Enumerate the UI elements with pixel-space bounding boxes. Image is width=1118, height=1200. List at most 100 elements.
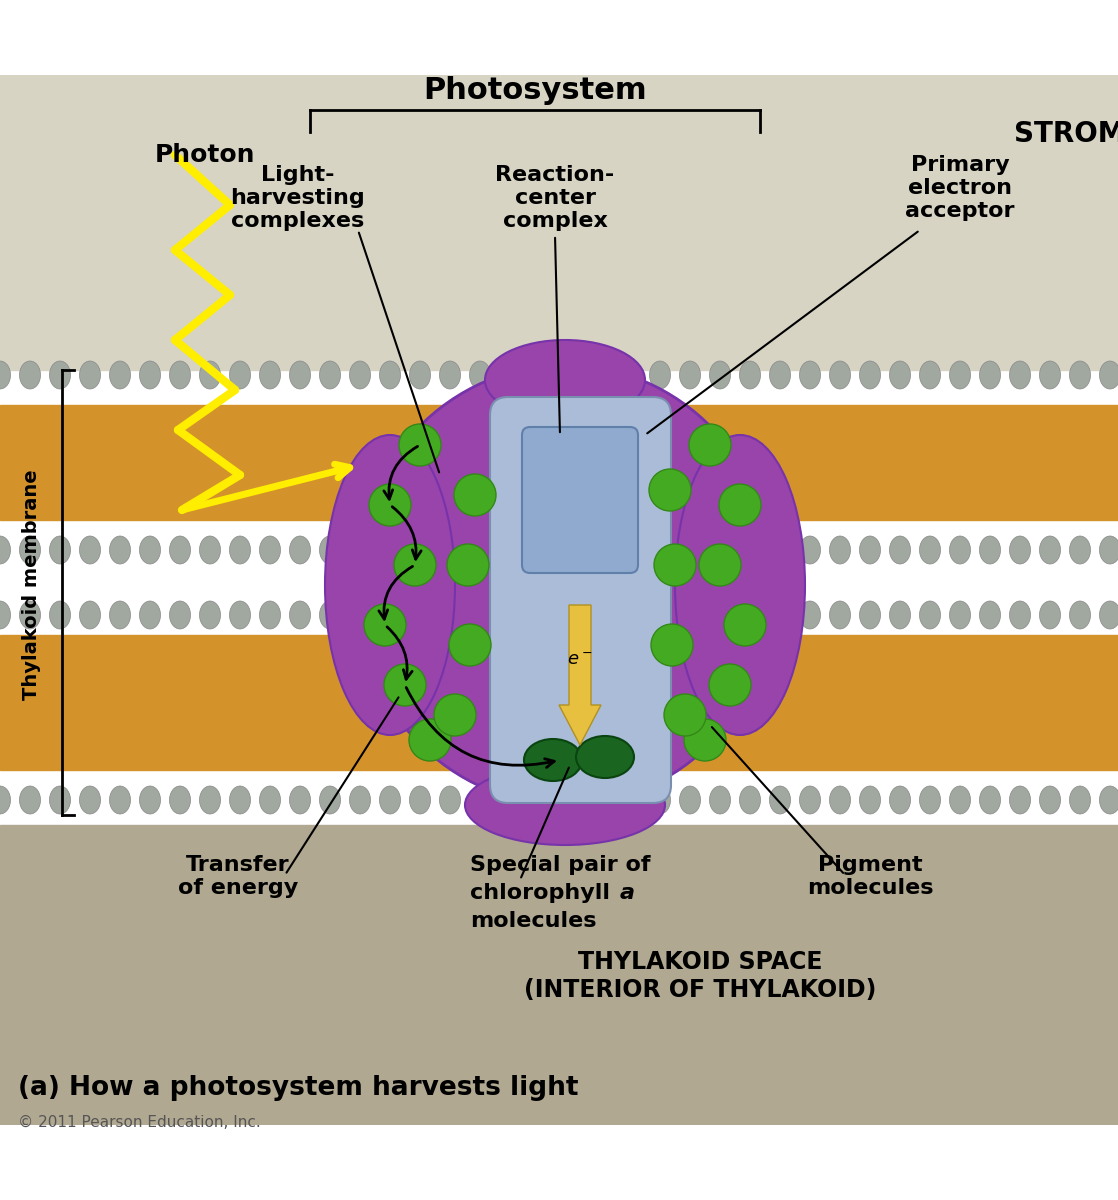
- Ellipse shape: [799, 361, 821, 389]
- Ellipse shape: [170, 786, 190, 814]
- Ellipse shape: [350, 601, 370, 629]
- Ellipse shape: [1070, 361, 1090, 389]
- Ellipse shape: [1040, 361, 1061, 389]
- Circle shape: [399, 424, 440, 466]
- Ellipse shape: [890, 786, 910, 814]
- Circle shape: [394, 544, 436, 586]
- Ellipse shape: [589, 361, 610, 389]
- Ellipse shape: [890, 601, 910, 629]
- Text: Primary
electron
acceptor: Primary electron acceptor: [906, 155, 1015, 221]
- Ellipse shape: [290, 536, 311, 564]
- Ellipse shape: [0, 786, 10, 814]
- Circle shape: [699, 544, 741, 586]
- Ellipse shape: [470, 786, 491, 814]
- Ellipse shape: [19, 536, 40, 564]
- Ellipse shape: [1070, 786, 1090, 814]
- Ellipse shape: [559, 536, 580, 564]
- Text: THYLAKOID SPACE
(INTERIOR OF THYLAKOID): THYLAKOID SPACE (INTERIOR OF THYLAKOID): [524, 950, 877, 1002]
- Ellipse shape: [830, 601, 851, 629]
- Ellipse shape: [140, 361, 161, 389]
- Ellipse shape: [860, 786, 881, 814]
- Ellipse shape: [830, 786, 851, 814]
- Ellipse shape: [49, 361, 70, 389]
- Text: Pigment
molecules: Pigment molecules: [807, 854, 934, 898]
- Ellipse shape: [110, 601, 131, 629]
- Circle shape: [447, 544, 489, 586]
- Ellipse shape: [379, 361, 400, 389]
- Ellipse shape: [259, 601, 281, 629]
- Ellipse shape: [1040, 786, 1061, 814]
- Ellipse shape: [769, 786, 790, 814]
- Ellipse shape: [739, 361, 760, 389]
- Circle shape: [449, 624, 491, 666]
- Text: a: a: [620, 883, 635, 902]
- Ellipse shape: [530, 786, 550, 814]
- Ellipse shape: [110, 536, 131, 564]
- FancyArrow shape: [559, 605, 601, 745]
- Ellipse shape: [199, 601, 220, 629]
- Ellipse shape: [559, 786, 580, 814]
- Ellipse shape: [356, 365, 775, 805]
- Text: Light-
harvesting
complexes: Light- harvesting complexes: [230, 164, 366, 232]
- Ellipse shape: [500, 601, 521, 629]
- Ellipse shape: [439, 536, 461, 564]
- Ellipse shape: [0, 601, 10, 629]
- Ellipse shape: [229, 536, 250, 564]
- Ellipse shape: [650, 786, 671, 814]
- Ellipse shape: [799, 601, 821, 629]
- Ellipse shape: [890, 361, 910, 389]
- Ellipse shape: [320, 786, 341, 814]
- Text: Photosystem: Photosystem: [424, 76, 647, 104]
- Ellipse shape: [919, 601, 940, 629]
- Ellipse shape: [379, 601, 400, 629]
- Ellipse shape: [290, 361, 311, 389]
- Circle shape: [454, 474, 496, 516]
- Circle shape: [689, 424, 731, 466]
- Bar: [0, 74, 1118, 370]
- Ellipse shape: [409, 536, 430, 564]
- Text: chlorophyll: chlorophyll: [470, 883, 618, 902]
- Ellipse shape: [140, 786, 161, 814]
- Ellipse shape: [979, 536, 1001, 564]
- Ellipse shape: [739, 536, 760, 564]
- Ellipse shape: [79, 786, 101, 814]
- Circle shape: [654, 544, 697, 586]
- Circle shape: [664, 694, 705, 736]
- Ellipse shape: [199, 536, 220, 564]
- Ellipse shape: [1010, 786, 1031, 814]
- Ellipse shape: [500, 536, 521, 564]
- Ellipse shape: [229, 786, 250, 814]
- Ellipse shape: [170, 361, 190, 389]
- Ellipse shape: [589, 601, 610, 629]
- Ellipse shape: [1010, 361, 1031, 389]
- Ellipse shape: [320, 361, 341, 389]
- Ellipse shape: [500, 361, 521, 389]
- Ellipse shape: [530, 361, 550, 389]
- Ellipse shape: [650, 536, 671, 564]
- Ellipse shape: [949, 536, 970, 564]
- Ellipse shape: [680, 361, 701, 389]
- Ellipse shape: [110, 786, 131, 814]
- Text: (a) How a photosystem harvests light: (a) How a photosystem harvests light: [18, 1075, 578, 1102]
- Ellipse shape: [890, 536, 910, 564]
- Text: molecules: molecules: [470, 911, 597, 931]
- Ellipse shape: [524, 739, 582, 781]
- Ellipse shape: [110, 361, 131, 389]
- Ellipse shape: [290, 601, 311, 629]
- Ellipse shape: [290, 786, 311, 814]
- Ellipse shape: [769, 361, 790, 389]
- Bar: [0, 404, 1118, 520]
- Circle shape: [651, 624, 693, 666]
- Ellipse shape: [799, 536, 821, 564]
- Ellipse shape: [199, 786, 220, 814]
- Text: Photon: Photon: [155, 143, 256, 167]
- Ellipse shape: [769, 536, 790, 564]
- Ellipse shape: [1040, 536, 1061, 564]
- Ellipse shape: [680, 601, 701, 629]
- Ellipse shape: [439, 361, 461, 389]
- Ellipse shape: [619, 536, 641, 564]
- Ellipse shape: [379, 786, 400, 814]
- Ellipse shape: [439, 786, 461, 814]
- Ellipse shape: [710, 601, 730, 629]
- Ellipse shape: [1070, 601, 1090, 629]
